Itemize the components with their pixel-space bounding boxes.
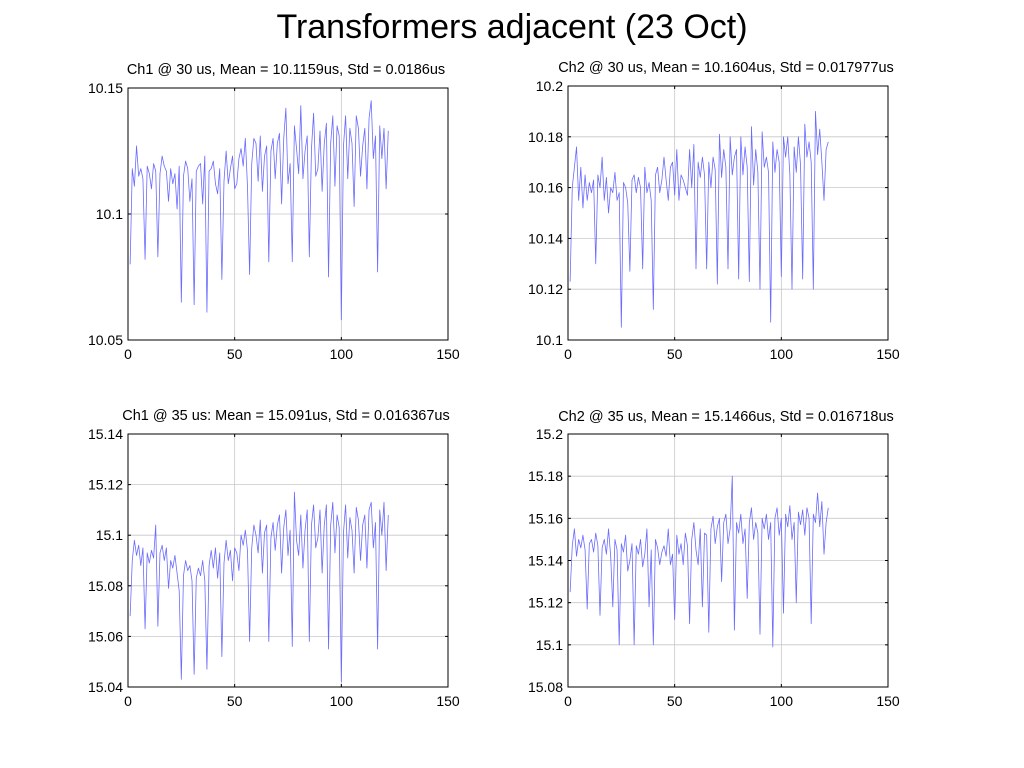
x-tick-label: 0 (564, 346, 572, 362)
chart-panel-ch1-35us: Ch1 @ 35 us: Mean = 15.091us, Std = 0.01… (88, 408, 460, 709)
y-tick-label: 15.08 (528, 679, 563, 695)
series-line (129, 491, 389, 683)
x-tick-label: 50 (227, 346, 243, 362)
y-tick-label: 10.16 (528, 180, 563, 196)
x-tick-label: 50 (227, 693, 243, 709)
chart-title: Ch1 @ 30 us, Mean = 10.1159us, Std = 0.0… (127, 62, 445, 78)
y-tick-label: 10.12 (528, 281, 563, 297)
y-tick-label: 10.05 (88, 332, 123, 348)
x-tick-label: 150 (876, 693, 900, 709)
chart-title: Ch2 @ 35 us, Mean = 15.1466us, Std = 0.0… (558, 409, 894, 425)
y-tick-label: 15.12 (88, 477, 123, 493)
chart-panel-ch2-35us: Ch2 @ 35 us, Mean = 15.1466us, Std = 0.0… (528, 409, 900, 709)
x-tick-label: 0 (564, 693, 572, 709)
chart-title: Ch2 @ 30 us, Mean = 10.1604us, Std = 0.0… (558, 60, 894, 76)
x-tick-label: 150 (876, 346, 900, 362)
y-tick-label: 10.2 (536, 78, 563, 94)
y-tick-label: 15.18 (528, 468, 563, 484)
y-tick-label: 10.18 (528, 129, 563, 145)
y-tick-label: 10.15 (88, 80, 123, 96)
y-tick-label: 15.1 (96, 527, 123, 543)
axes-box (127, 433, 449, 688)
y-tick-label: 15.06 (88, 628, 123, 644)
x-tick-label: 0 (124, 346, 132, 362)
x-tick-label: 50 (667, 346, 683, 362)
series-line (569, 111, 829, 328)
x-tick-label: 0 (124, 693, 132, 709)
axes-box (567, 85, 889, 341)
y-tick-label: 15.1 (536, 637, 563, 653)
y-tick-label: 10.1 (96, 206, 123, 222)
chart-panel-ch1-30us: Ch1 @ 30 us, Mean = 10.1159us, Std = 0.0… (88, 62, 460, 362)
y-tick-label: 15.04 (88, 679, 123, 695)
x-tick-label: 100 (330, 693, 354, 709)
chart-title: Ch1 @ 35 us: Mean = 15.091us, Std = 0.01… (122, 408, 450, 424)
y-tick-label: 10.14 (528, 230, 563, 246)
y-tick-label: 15.16 (528, 510, 563, 526)
x-tick-label: 50 (667, 693, 683, 709)
chart-panel-ch2-30us: Ch2 @ 30 us, Mean = 10.1604us, Std = 0.0… (528, 60, 900, 362)
x-tick-label: 100 (770, 693, 794, 709)
y-tick-label: 15.12 (528, 595, 563, 611)
x-tick-label: 100 (770, 346, 794, 362)
y-tick-label: 15.08 (88, 578, 123, 594)
x-tick-label: 150 (436, 346, 460, 362)
x-tick-label: 100 (330, 346, 354, 362)
series-line (569, 475, 829, 648)
y-tick-label: 10.1 (536, 332, 563, 348)
y-tick-label: 15.14 (528, 553, 563, 569)
series-line (129, 100, 389, 321)
y-tick-label: 15.2 (536, 426, 563, 442)
x-tick-label: 150 (436, 693, 460, 709)
page-title: Transformers adjacent (23 Oct) (276, 8, 748, 46)
y-tick-label: 15.14 (88, 426, 123, 442)
